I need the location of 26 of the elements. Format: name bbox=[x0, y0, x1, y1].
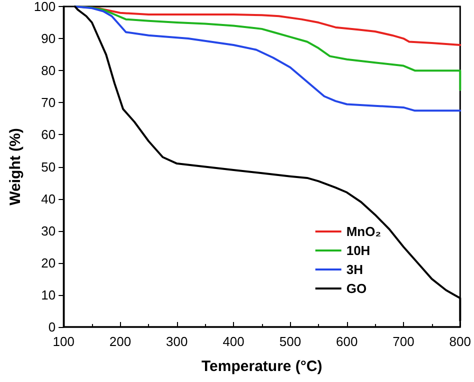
line-series bbox=[74, 6, 462, 112]
y-tick-label: 70 bbox=[41, 95, 56, 110]
y-axis-title: Weight (%) bbox=[7, 128, 24, 206]
y-tick-label: 20 bbox=[41, 255, 56, 270]
x-tick-label: 600 bbox=[336, 334, 358, 349]
x-tick-label: 200 bbox=[109, 334, 132, 349]
legend-label: 3H bbox=[346, 262, 363, 277]
x-tick-label: 800 bbox=[449, 334, 472, 349]
x-tick-label: 400 bbox=[222, 334, 244, 349]
y-tick-label: 60 bbox=[41, 127, 56, 142]
x-tick-label: 100 bbox=[52, 334, 74, 349]
legend-label: 10H bbox=[346, 243, 370, 258]
y-tick-label: 50 bbox=[41, 159, 56, 174]
legend-label: GO bbox=[346, 281, 367, 296]
y-tick-label: 80 bbox=[41, 63, 56, 78]
y-tick-label: 40 bbox=[41, 191, 56, 206]
x-tick-label: 500 bbox=[279, 334, 302, 349]
legend-label: MnO₂ bbox=[346, 224, 382, 239]
x-tick-label: 700 bbox=[392, 334, 414, 349]
x-axis-title: Temperature (°C) bbox=[201, 358, 322, 375]
y-tick-label: 10 bbox=[41, 287, 56, 302]
y-tick-label: 0 bbox=[48, 320, 56, 334]
y-tick-label: 90 bbox=[41, 31, 56, 46]
x-tick-label: 300 bbox=[166, 334, 188, 349]
y-tick-label: 100 bbox=[34, 0, 56, 14]
y-tick-label: 30 bbox=[41, 223, 56, 238]
